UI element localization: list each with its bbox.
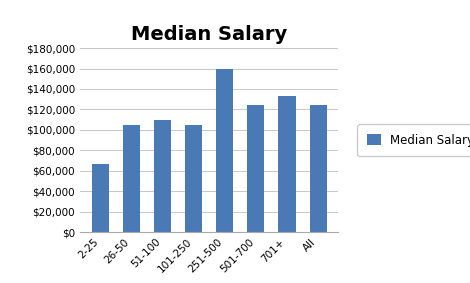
Bar — [92, 164, 109, 232]
Bar — [310, 105, 327, 232]
Legend: Median Salary: Median Salary — [357, 124, 470, 156]
Bar — [278, 96, 296, 232]
Bar — [154, 120, 171, 232]
Bar — [123, 125, 140, 232]
Bar — [247, 105, 265, 232]
Title: Median Salary: Median Salary — [131, 25, 287, 44]
Bar — [216, 68, 233, 232]
Bar — [185, 125, 202, 232]
